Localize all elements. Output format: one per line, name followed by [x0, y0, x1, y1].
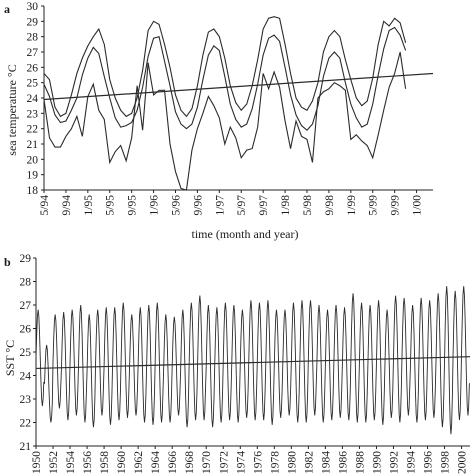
panel-b-xtick-label: 1986 — [337, 451, 349, 474]
panel-a-plot: 18 19 20 21 22 23 24 25 26 27 28 29 30 5/94 9/94 1/95 5/… — [27, 1, 434, 215]
panel-a-xtick-label: 5/95 — [105, 195, 117, 216]
panel-a-ytick-label: 28 — [27, 32, 39, 44]
panel-b-ytick-label: 26 — [20, 324, 32, 336]
panel-a-xtick-label: 5/96 — [170, 195, 182, 216]
panel-a-ytick-label: 18 — [27, 185, 39, 197]
panel-a-label: a — [4, 2, 10, 16]
panel-b-sst-series-line — [35, 286, 470, 435]
panel-b-xtick-label: 1956 — [82, 451, 94, 474]
panel-a-xtick-label: 1/95 — [83, 195, 95, 216]
panel-b-ytick-label: 27 — [20, 300, 32, 312]
panel-b-ytick-label: 23 — [20, 394, 32, 406]
panel-b-xtick-label: 1996 — [423, 451, 435, 474]
panel-b-xtick-label: 1976 — [252, 451, 264, 474]
panel-b-xtick-label: 1974 — [235, 451, 247, 474]
panel-a-ytick-label: 22 — [27, 124, 39, 136]
panel-a-ytick-label: 26 — [27, 62, 39, 74]
panel-b-xtick-label: 1972 — [218, 451, 230, 474]
panel-b-xtick-label: 1952 — [48, 451, 60, 474]
panel-b-xtick-label: 1970 — [201, 451, 213, 474]
panel-a-xtick-label: 5/98 — [302, 195, 314, 216]
panel-b-xtick-label: 1992 — [388, 451, 400, 474]
panel-b-xtick-label: 1962 — [133, 451, 145, 474]
panel-b-ytick-label: 28 — [20, 277, 32, 289]
panel-b-xtick-label: 1994 — [406, 451, 418, 474]
panel-b-ytick-label: 21 — [20, 441, 32, 453]
panel-b-xtick-label: 1980 — [286, 451, 298, 474]
panel-b-ytick-label: 22 — [20, 418, 32, 430]
panel-a-series-line-3 — [43, 51, 407, 191]
panel-b-xtick-label: 2000 — [457, 451, 469, 474]
panel-a-series-line-2 — [43, 26, 407, 131]
panel-a-ytick-label: 27 — [27, 47, 39, 59]
panel-a-xtick-label: 1/99 — [346, 195, 358, 216]
panel-a-series-line-1 — [43, 16, 407, 118]
panel-a-xtick-label: 9/99 — [390, 195, 402, 216]
panel-b-xtick-label: 1958 — [99, 451, 111, 474]
panel-a-xtick-label: 5/99 — [368, 195, 380, 216]
panel-a-xtick-label: 9/98 — [324, 195, 336, 216]
panel-b-xtick-label: 1984 — [320, 451, 332, 474]
panel-b-xtick-label: 1968 — [184, 451, 196, 474]
panel-a-xtick-label: 9/95 — [127, 195, 139, 216]
panel-b-xtick-label: 1966 — [167, 451, 179, 474]
panel-a-ytick-label: 21 — [27, 139, 39, 151]
panel-a-trend-line — [43, 72, 434, 101]
panel-a-xtick-label: 1/96 — [149, 195, 161, 216]
panel-a-xtick-label: 9/96 — [192, 195, 204, 216]
panel-a-ytick-label: 24 — [27, 93, 39, 105]
panel-b-xtick-label: 1990 — [371, 451, 383, 474]
panel-b-xtick-label: 1982 — [303, 451, 315, 474]
panel-b-ylabel: SST °C — [3, 340, 17, 376]
panel-b-plot: 21 22 23 24 25 26 27 28 29 1950 1952 1954 1956 1958 19… — [20, 253, 471, 474]
panel-b-ytick-label: 25 — [20, 347, 32, 359]
panel-a-ylabel: sea temperature °C — [5, 64, 19, 155]
panel-b-ytick-label: 29 — [20, 253, 32, 265]
panel-a-ytick-label: 19 — [27, 170, 39, 182]
panel-b-xtick-label: 1964 — [150, 451, 162, 474]
panel-b-ytick-label: 24 — [20, 371, 32, 383]
panel-b-xtick-label: 1960 — [116, 451, 128, 474]
panel-a-ytick-label: 25 — [27, 78, 39, 90]
panel-b-xtick-label: 1988 — [354, 451, 366, 474]
panel-b-xtick-label: 1954 — [65, 451, 77, 474]
panel-b-xtick-label: 1950 — [31, 451, 43, 474]
panel-b-xtick-label: 1978 — [269, 451, 281, 474]
panel-a-xtick-label: 9/97 — [258, 195, 270, 216]
panel-a-xtick-label: 1/97 — [214, 195, 226, 216]
panel-a-xlabel: time (month and year) — [192, 227, 299, 241]
panel-a-ytick-label: 23 — [27, 108, 39, 120]
panel-a-xtick-label: 9/94 — [61, 195, 73, 216]
panel-a-xtick-label: 5/97 — [236, 195, 248, 216]
panel-b-label: b — [4, 255, 11, 269]
panel-a-xtick-label: 5/94 — [39, 195, 51, 216]
panel-a-xtick-label: 1/00 — [412, 195, 424, 216]
panel-a-ytick-label: 30 — [27, 1, 39, 13]
panel-a-ytick-label: 29 — [27, 16, 39, 28]
panel-a-ytick-label: 20 — [27, 154, 39, 166]
panel-b-xtick-label: 1998 — [440, 451, 452, 474]
panel-a-xtick-label: 1/98 — [280, 195, 292, 216]
panel-b-trend-line — [35, 356, 471, 370]
